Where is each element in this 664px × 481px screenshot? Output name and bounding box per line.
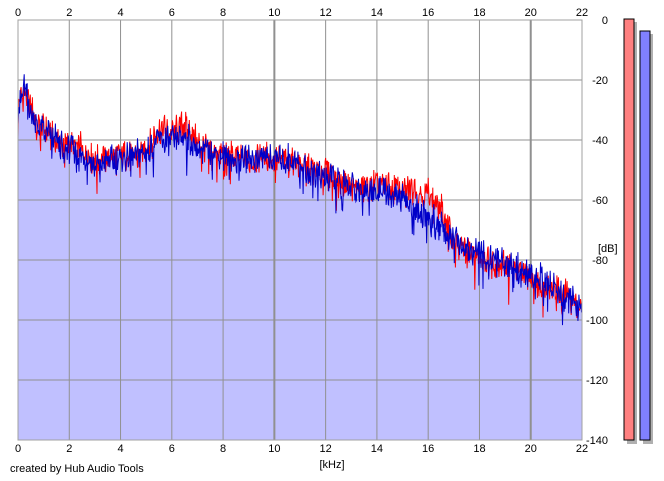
x-tick-label-top: 10 (268, 7, 280, 19)
y-tick-label: -120 (586, 375, 608, 387)
y-tick-label: -140 (586, 435, 608, 447)
x-tick-label-bottom: 18 (473, 443, 485, 455)
x-tick-label-top: 18 (473, 7, 485, 19)
x-tick-label-bottom: 20 (525, 443, 537, 455)
x-tick-label-top: 4 (117, 7, 123, 19)
spectrum-fill-area (18, 74, 582, 441)
x-tick-label-top: 20 (525, 7, 537, 19)
x-tick-label-bottom: 6 (169, 443, 175, 455)
x-tick-label-bottom: 2 (66, 443, 72, 455)
y-tick-label: -100 (586, 315, 608, 327)
x-tick-label-top: 12 (320, 7, 332, 19)
meter-right-bar (639, 30, 651, 441)
x-tick-label-top: 0 (15, 7, 21, 19)
x-tick-label-top: 14 (371, 7, 383, 19)
x-tick-label-top: 8 (220, 7, 226, 19)
x-tick-label-top: 2 (66, 7, 72, 19)
x-tick-label-top: 22 (576, 7, 588, 19)
plot-frame (17, 19, 583, 441)
x-tick-label-bottom: 4 (117, 443, 123, 455)
x-tick-labels-bottom: 0 2 4 6 8 10 12 14 16 18 20 22 (15, 443, 588, 455)
x-tick-labels-top: 0 2 4 6 8 10 12 14 16 18 20 22 (15, 7, 588, 19)
y-tick-label: -60 (592, 195, 608, 207)
x-axis-label: [kHz] (319, 459, 344, 471)
x-tick-label-bottom: 14 (371, 443, 383, 455)
y-tick-label: -80 (592, 255, 608, 267)
x-tick-label-top: 6 (169, 7, 175, 19)
y-tick-label: -20 (592, 75, 608, 87)
y-tick-label: 0 (602, 15, 608, 27)
x-tick-label-bottom: 0 (15, 443, 21, 455)
y-axis-label: [dB] (598, 243, 618, 255)
x-tick-label-bottom: 12 (320, 443, 332, 455)
x-tick-label-bottom: 16 (422, 443, 434, 455)
x-tick-label-top: 16 (422, 7, 434, 19)
meter-left-bar (623, 18, 635, 441)
y-tick-labels: 0 -20 -40 -60 -80 -100 -120 -140 (586, 15, 608, 447)
x-tick-label-bottom: 8 (220, 443, 226, 455)
x-tick-label-bottom: 22 (576, 443, 588, 455)
y-tick-label: -40 (592, 135, 608, 147)
x-tick-label-bottom: 10 (268, 443, 280, 455)
series-blue-line (17, 74, 583, 326)
credit-text: created by Hub Audio Tools (10, 463, 144, 475)
